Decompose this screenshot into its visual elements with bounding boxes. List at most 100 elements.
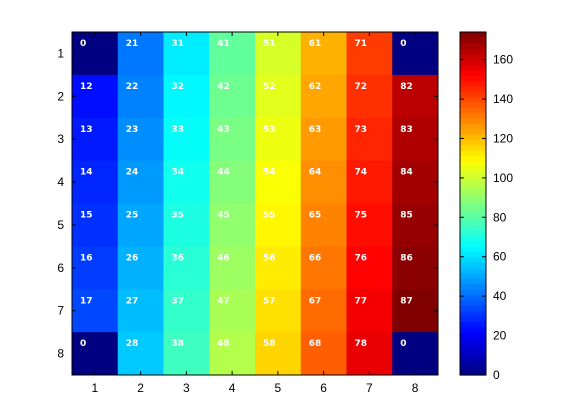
colorbar-band <box>460 283 486 290</box>
colorbar-band <box>460 96 486 103</box>
cell-label-r8-c6: 68 <box>309 339 322 349</box>
heatmap-cell-r3-c7 <box>346 117 393 162</box>
colorbar-band <box>460 278 486 285</box>
colorbar-band <box>460 117 486 124</box>
cell-label-r1-c7: 71 <box>355 39 368 49</box>
heatmap-cell-r7-c4 <box>209 289 256 333</box>
cell-label-r7-c4: 47 <box>217 296 230 306</box>
colorbar-tick-labels: 0 20 40 60 80 100 120 140 160 <box>493 53 513 382</box>
colorbar-band <box>460 208 486 215</box>
colorbar-band <box>460 267 486 274</box>
cell-label-r4-c3: 34 <box>172 168 185 178</box>
colorbar-band <box>460 171 486 178</box>
colorbar-band <box>460 369 486 376</box>
cell-label-r3-c5: 53 <box>263 125 276 135</box>
cell-label-r4-c1: 14 <box>80 168 93 178</box>
cell-label-r5-c8: 85 <box>400 211 413 221</box>
heatmap-cell-r6-c1 <box>72 246 119 290</box>
heatmap-cell-r2-c2 <box>117 74 164 119</box>
colorbar-band <box>460 358 486 365</box>
colorbar-band <box>460 69 486 76</box>
x-tick-label: 6 <box>320 381 327 395</box>
heatmap-cell-r3-c2 <box>117 117 164 162</box>
heatmap-cell-r5-c8 <box>392 203 439 247</box>
heatmap-cell-r1-c4 <box>209 32 256 76</box>
cell-label-r1-c1: 0 <box>80 39 86 49</box>
cell-label-r8-c7: 78 <box>355 339 368 349</box>
heatmap-cell-r4-c8 <box>392 160 439 204</box>
y-tick-labels: 1 2 3 4 5 6 7 8 <box>57 46 64 360</box>
colorbar-band <box>460 32 486 38</box>
cell-label-r4-c6: 64 <box>309 168 322 178</box>
heatmap-cell-r6-c2 <box>117 246 164 290</box>
colorbar-band <box>460 251 486 258</box>
colorbar-band <box>460 294 486 301</box>
colorbar-band <box>460 112 486 119</box>
colorbar-band <box>460 182 486 189</box>
colorbar-band <box>460 85 486 92</box>
x-tick-label: 4 <box>229 381 236 395</box>
colorbar-band <box>460 155 486 162</box>
colorbar-band <box>460 246 486 253</box>
colorbar-tick-label: 40 <box>493 289 507 303</box>
colorbar-band <box>460 299 486 306</box>
cell-label-r1-c4: 41 <box>217 39 230 49</box>
colorbar-band <box>460 348 486 355</box>
cell-label-r2-c7: 72 <box>355 82 368 92</box>
cell-label-r6-c8: 86 <box>400 253 413 263</box>
colorbar-band <box>460 165 486 172</box>
heatmap-cell-r5-c4 <box>209 203 256 247</box>
colorbar-band <box>460 364 486 371</box>
y-tick-label: 8 <box>57 347 64 361</box>
cell-label-r3-c1: 13 <box>80 125 93 135</box>
colorbar-tick-label: 0 <box>493 368 500 382</box>
colorbar-band <box>460 192 486 199</box>
colorbar-band <box>460 230 486 237</box>
heatmap-cell-r7-c1 <box>72 289 119 333</box>
heatmap-cell-r2-c7 <box>346 74 393 119</box>
cell-label-r6-c5: 56 <box>263 253 276 263</box>
colorbar-band <box>460 101 486 108</box>
cell-label-r6-c2: 26 <box>126 253 139 263</box>
cell-label-r2-c3: 32 <box>172 82 185 92</box>
colorbar-band <box>460 310 486 317</box>
colorbar-band <box>460 214 486 221</box>
cell-label-r2-c6: 62 <box>309 82 322 92</box>
heatmap-cell-r6-c8 <box>392 246 439 290</box>
x-tick-label: 3 <box>183 381 190 395</box>
colorbar-band <box>460 353 486 360</box>
cell-label-r3-c7: 73 <box>355 125 368 135</box>
heatmap-cell-r4-c6 <box>300 160 347 204</box>
cell-label-r3-c8: 83 <box>400 125 413 135</box>
colorbar-band <box>460 128 486 135</box>
colorbar-band <box>460 80 486 87</box>
colorbar-band <box>460 176 486 183</box>
x-tick-labels: 1 2 3 4 5 6 7 8 <box>92 381 419 395</box>
heatmap-cell-r1-c7 <box>346 32 393 76</box>
colorbar-band <box>460 219 486 226</box>
heatmap-cell-r4-c4 <box>209 160 256 204</box>
heatmap-cell-r1-c8 <box>392 32 439 76</box>
axes-ticks <box>72 32 438 375</box>
heatmap-cell-r3-c4 <box>209 117 256 162</box>
colorbar-band <box>460 316 486 323</box>
colorbar-band <box>460 123 486 130</box>
cell-label-r6-c6: 66 <box>309 253 322 263</box>
heatmap-cell-r7-c7 <box>346 289 393 333</box>
colorbar-band <box>460 160 486 167</box>
colorbar-band <box>460 139 486 146</box>
heatmap-cell-r4-c2 <box>117 160 164 204</box>
heatmap-cell-r3-c6 <box>300 117 347 162</box>
heatmap-cells <box>72 32 439 376</box>
heatmap-cell-r1-c3 <box>163 32 210 76</box>
heatmap-cell-r1-c6 <box>300 32 347 76</box>
cell-label-r4-c4: 44 <box>217 168 230 178</box>
heatmap-cell-r8-c1 <box>72 332 119 376</box>
y-tick-label: 2 <box>57 89 64 103</box>
cell-label-r1-c5: 51 <box>263 39 276 49</box>
colorbar-band <box>460 37 486 44</box>
colorbar-band <box>460 42 486 49</box>
cell-label-r5-c7: 75 <box>355 211 368 221</box>
heatmap-cell-r6-c6 <box>300 246 347 290</box>
